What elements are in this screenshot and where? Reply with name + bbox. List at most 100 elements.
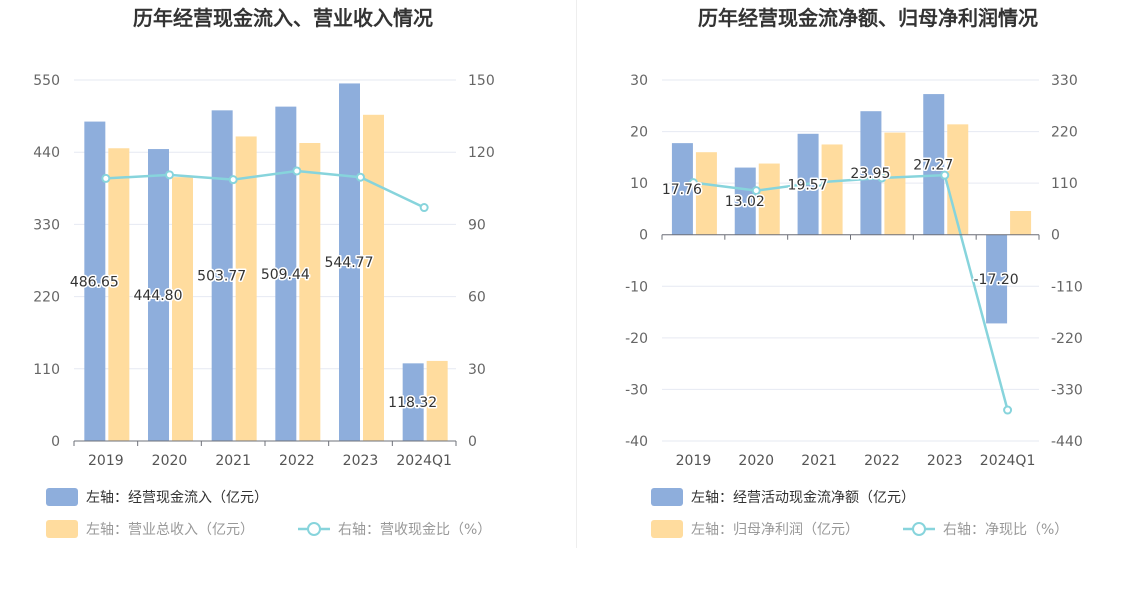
legend-swatch-secondary — [46, 520, 78, 538]
data-label: 23.95 — [850, 166, 890, 182]
bar-primary — [84, 121, 106, 442]
right-axis-tick: 330 — [1051, 73, 1078, 89]
left-axis-tick: 330 — [33, 217, 60, 233]
right-chart: 历年经营现金流净额、归母净利润情况 17.76 13.02 19.57 23.95 27… — [625, 6, 1083, 538]
data-label: 486.65 — [70, 274, 119, 290]
right-axis-tick: 0 — [1051, 228, 1060, 244]
x-axis-tick: 2023 — [927, 453, 963, 469]
right-axis-tick: 150 — [468, 73, 495, 89]
bar-secondary — [758, 163, 780, 235]
left-chart: 历年经营现金流入、营业收入情况 486.65 444.80 503.77 509.44… — [33, 6, 495, 538]
data-label: 509.44 — [261, 267, 310, 283]
bar-secondary — [108, 148, 130, 441]
data-label: 544.77 — [325, 255, 374, 271]
left-axis-tick: -40 — [625, 434, 648, 450]
data-label: 444.80 — [134, 288, 183, 304]
bar-primary — [860, 111, 882, 235]
x-axis-tick: 2020 — [152, 453, 188, 469]
legend-label-line: 右轴：净现比（%） — [943, 522, 1068, 538]
x-axis-tick: 2022 — [279, 453, 315, 469]
ratio-point — [751, 186, 761, 196]
x-axis-tick: 2021 — [801, 453, 837, 469]
data-label: 13.02 — [725, 194, 765, 210]
bar-secondary — [695, 152, 717, 235]
data-label: -17.20 — [974, 272, 1019, 288]
ratio-point — [419, 203, 429, 213]
left-axis-tick: 110 — [33, 362, 60, 378]
ratio-point — [356, 172, 365, 182]
right-axis-tick: 60 — [468, 290, 486, 306]
ratio-point — [101, 173, 111, 183]
legend-swatch-line-marker — [912, 522, 926, 536]
ratio-point — [292, 166, 302, 176]
x-axis-tick: 2021 — [215, 453, 251, 469]
ratio-line — [105, 169, 425, 209]
left-axis-tick: 550 — [33, 73, 60, 89]
bar-secondary — [947, 124, 969, 235]
legend-swatch-secondary — [651, 520, 683, 538]
bar-secondary — [884, 132, 906, 235]
right-axis-tick: 120 — [468, 145, 495, 161]
legend-swatch-line-marker — [307, 522, 321, 536]
ratio-point — [228, 175, 238, 185]
ratio-point — [940, 170, 950, 180]
data-label: 503.77 — [197, 269, 246, 285]
legend-label-secondary: 左轴：归母净利润（亿元） — [691, 521, 859, 538]
left-axis-tick: 30 — [630, 73, 648, 89]
data-label: 17.76 — [662, 182, 702, 198]
legend-label-primary: 左轴：经营活动现金流净额（亿元） — [691, 490, 915, 506]
x-axis-tick: 2024Q1 — [396, 453, 452, 469]
right-axis-tick: 90 — [468, 217, 486, 233]
legend-label-line: 右轴：营收现金比（%） — [338, 522, 491, 538]
data-label: 27.27 — [913, 157, 953, 173]
x-axis-tick: 2024Q1 — [980, 453, 1036, 469]
left-axis-tick: 0 — [639, 228, 648, 244]
left-chart-panel: 历年经营现金流入、营业收入情况 486.65 444.80 503.77 509.44… — [33, 6, 495, 538]
panel-divider — [576, 0, 577, 548]
left-axis-tick: 10 — [630, 176, 648, 192]
bar-primary — [923, 94, 945, 235]
bar-primary — [986, 234, 1008, 324]
left-axis-tick: -10 — [625, 279, 648, 295]
data-label: 19.57 — [788, 177, 828, 193]
legend-label-secondary: 左轴：营业总收入（亿元） — [86, 522, 254, 538]
x-axis-tick: 2022 — [864, 453, 900, 469]
right-axis-tick: -220 — [1051, 331, 1083, 347]
ratio-point — [165, 170, 174, 180]
legend-swatch-primary — [46, 488, 78, 506]
left-axis-tick: 220 — [33, 290, 60, 306]
right-axis-tick: -110 — [1051, 279, 1083, 295]
right-axis-tick: 220 — [1051, 125, 1078, 141]
left-axis-tick: -30 — [625, 382, 648, 398]
data-label: 118.32 — [388, 395, 437, 411]
bar-secondary — [426, 360, 448, 441]
bar-primary — [671, 143, 693, 235]
legend-label-primary: 左轴：经营现金流入（亿元） — [86, 490, 268, 506]
x-axis-tick: 2019 — [88, 453, 124, 469]
right-axis-tick: 110 — [1051, 176, 1078, 192]
ratio-point — [1003, 405, 1013, 415]
right-chart-panel: 历年经营现金流净额、归母净利润情况 17.76 13.02 19.57 23.95 27… — [577, 0, 1148, 589]
left-axis-tick: 20 — [630, 125, 648, 141]
right-axis-tick: 0 — [468, 434, 477, 450]
bar-secondary — [235, 136, 257, 441]
bar-primary — [734, 167, 756, 235]
left-axis-tick: 440 — [33, 145, 60, 161]
left-axis-tick: -20 — [625, 331, 648, 347]
ratio-point — [688, 178, 698, 188]
bar-secondary — [363, 114, 384, 442]
bar-primary — [211, 110, 233, 441]
ratio-point — [877, 173, 887, 183]
bar-primary — [402, 363, 424, 441]
x-axis-tick: 2023 — [343, 453, 379, 469]
left-chart-title: 历年经营现金流入、营业收入情况 — [133, 6, 433, 30]
right-axis-tick: -330 — [1051, 382, 1083, 398]
right-axis-tick: 30 — [468, 362, 486, 378]
bar-primary — [275, 106, 297, 442]
bar-secondary — [1010, 210, 1032, 235]
bar-primary — [339, 83, 360, 441]
right-chart-title: 历年经营现金流净额、归母净利润情况 — [698, 6, 1038, 30]
ratio-point — [814, 177, 824, 187]
bar-secondary — [172, 177, 193, 441]
bar-secondary — [821, 144, 843, 235]
